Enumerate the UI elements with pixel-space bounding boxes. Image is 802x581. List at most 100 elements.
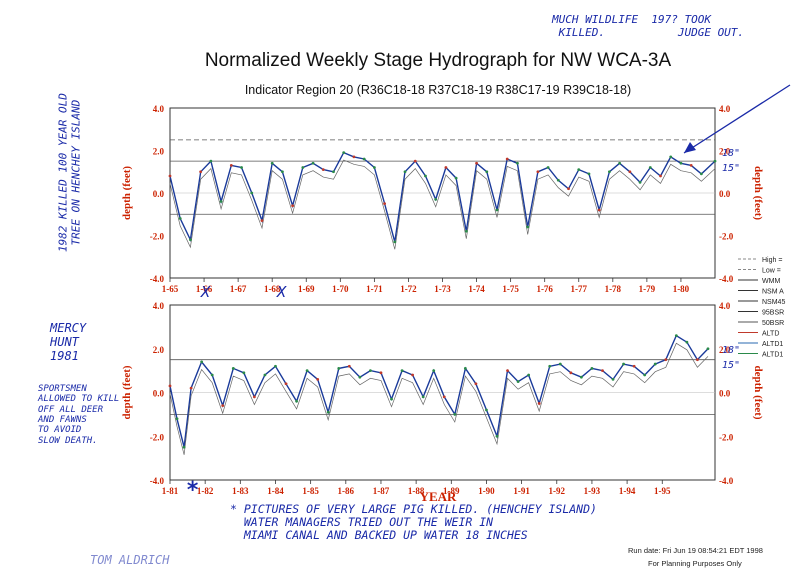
bottom-series-point xyxy=(558,362,562,366)
bottom-series-point xyxy=(601,369,604,373)
note-wildlife-killed: MUCH WILDLIFE 197? TOOK KILLED. JUDGE OU… xyxy=(552,13,745,39)
bottom-series-point xyxy=(463,367,467,370)
bottom-series-point xyxy=(263,373,267,377)
top-series-point xyxy=(199,170,203,174)
bottom-series-point xyxy=(516,380,520,383)
bottom-series-point xyxy=(347,364,351,368)
top-series-point xyxy=(536,170,540,174)
top-series-point xyxy=(321,168,325,172)
annotation-arrowhead xyxy=(684,142,696,153)
legend-label: NSM A xyxy=(762,289,784,296)
bottom-series-point xyxy=(175,417,179,421)
bottom-series-point xyxy=(369,369,372,373)
top-series-point xyxy=(178,217,182,220)
top-xtick-label: 1-75 xyxy=(502,284,519,294)
top-series-point xyxy=(689,163,693,167)
top-series-point xyxy=(567,187,570,191)
note-1982-tree: 1982 KILLED 100 YEAR OLD TREE ON HENCHEY… xyxy=(56,93,82,253)
bottom-series-point xyxy=(274,364,277,368)
top-series-point xyxy=(713,159,717,163)
top-ytick-left: -2.0 xyxy=(150,232,165,242)
top-series-point xyxy=(168,174,172,178)
legend-label: High = xyxy=(762,257,782,264)
annotation-arrow xyxy=(683,84,791,154)
bottom-series-point xyxy=(706,347,710,351)
top-series-point xyxy=(229,163,233,167)
top-ytick-left: -4.0 xyxy=(150,274,165,284)
top-series-point xyxy=(587,172,591,176)
top-series-shadow xyxy=(169,159,716,250)
run-date: Run date: Fri Jun 19 08:54:21 EDT 1998 xyxy=(628,546,763,555)
top-series-point xyxy=(403,170,407,174)
bottom-xtick-label: 1-95 xyxy=(654,486,671,496)
bottom-xtick-label: 1-86 xyxy=(338,486,355,496)
top-xtick-label: 1-74 xyxy=(468,284,485,294)
bottom-series-point xyxy=(316,377,320,381)
bottom-ytick-left: -2.0 xyxy=(150,432,165,442)
bottom-ytick-right: -2.0 xyxy=(719,432,734,442)
bottom-ylabel-right: depth (feet) xyxy=(752,365,764,419)
chart-subtitle: Indicator Region 20 (R36C18-18 R37C18-19… xyxy=(245,83,631,97)
top-series-point xyxy=(648,166,652,169)
top-series-point xyxy=(393,240,397,244)
top-xtick-label: 1-70 xyxy=(332,284,349,294)
top-panel: 4.0 4.0 2.0 2.0 0.0 0.0 -2.0 -2.0 -4.0 -4.0 depth … xyxy=(121,104,764,294)
top-series-point xyxy=(301,166,305,169)
legend-label: NSM45 xyxy=(762,299,785,306)
top-series-point xyxy=(505,157,509,161)
bottom-panel: 4.0 4.0 2.0 2.0 0.0 0.0 -2.0 -2.0 -4.0 -4.0 depth … xyxy=(121,301,764,496)
top-series-point xyxy=(679,161,683,165)
bottom-ytick-left: 4.0 xyxy=(153,301,165,311)
top-xtick-label: 1-79 xyxy=(639,284,656,294)
inch-18-bottom: 18" xyxy=(722,345,741,356)
bottom-series-point xyxy=(453,412,457,416)
inch-15-bottom: 15" xyxy=(722,360,741,371)
bottom-series-point xyxy=(696,358,699,362)
top-series-point xyxy=(250,191,254,195)
top-series-point xyxy=(372,166,376,169)
legend-label: ALTD1 xyxy=(762,352,783,359)
bottom-xtick-label: 1-82 xyxy=(197,486,214,496)
bottom-series-point xyxy=(305,369,309,373)
bottom-xtick-label: 1-81 xyxy=(162,486,179,496)
top-xtick-label: 1-67 xyxy=(230,284,247,294)
bottom-ytick-right: 0.0 xyxy=(719,389,731,399)
bottom-series-point xyxy=(200,360,204,364)
top-series-point xyxy=(669,155,673,159)
top-series-point xyxy=(189,238,192,242)
top-xtick-label: 1-68 xyxy=(264,284,281,294)
top-series-point xyxy=(475,161,478,165)
top-ytick-left: 0.0 xyxy=(153,189,165,199)
top-xtick-label: 1-78 xyxy=(605,284,622,294)
bottom-ytick-right: 2.0 xyxy=(719,345,731,355)
top-ytick-right: -4.0 xyxy=(719,274,734,284)
bottom-series-point xyxy=(643,373,647,377)
top-series-point xyxy=(495,208,499,212)
planning-note: For Planning Purposes Only xyxy=(648,559,742,568)
note-tom-aldrich: TOM ALDRICH xyxy=(90,553,170,567)
top-series-point xyxy=(209,159,213,163)
bottom-series-point xyxy=(295,399,298,403)
top-series-point xyxy=(597,208,601,212)
bottom-ytick-right: 4.0 xyxy=(719,301,731,311)
bottom-series-point xyxy=(569,371,573,375)
top-xtick-label: 1-72 xyxy=(400,284,417,294)
top-xtick-label: 1-66 xyxy=(196,284,213,294)
top-series-point xyxy=(516,161,519,165)
bottom-series-point xyxy=(358,375,362,379)
top-series-point xyxy=(464,229,468,233)
legend-label: ALTD xyxy=(762,331,779,338)
top-xtick-label: 1-69 xyxy=(298,284,315,294)
bottom-series-point xyxy=(326,410,330,414)
top-series-point xyxy=(413,159,417,163)
top-series-point xyxy=(332,170,335,174)
bottom-series-point xyxy=(685,340,689,344)
top-series-point xyxy=(556,178,560,182)
bottom-xtick-label: 1-85 xyxy=(302,486,319,496)
bottom-series-point xyxy=(379,371,383,375)
bottom-series-point xyxy=(400,369,404,373)
top-ytick-right: 4.0 xyxy=(719,104,731,114)
top-ytick-right: -2.0 xyxy=(719,232,734,242)
top-series-point xyxy=(362,157,366,161)
